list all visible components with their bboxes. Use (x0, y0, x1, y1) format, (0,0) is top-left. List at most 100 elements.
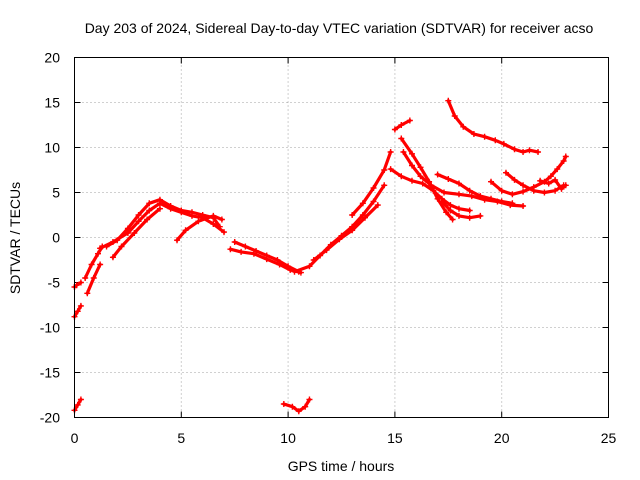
data-point (477, 212, 484, 219)
data-point (306, 396, 313, 403)
series-arc-14 (310, 202, 381, 263)
data-point (218, 216, 225, 223)
data-point (74, 308, 81, 315)
series-line (98, 201, 226, 250)
x-axis-label: GPS time / hours (288, 458, 395, 474)
data-point (349, 227, 356, 234)
data-point (541, 189, 548, 196)
series-arc-15 (349, 149, 394, 218)
data-point (182, 227, 189, 234)
data-point (146, 207, 153, 214)
data-point (520, 149, 527, 155)
series-arc-11 (227, 246, 304, 276)
data-point (445, 176, 452, 182)
series-arc-25 (537, 176, 569, 192)
data-point (131, 230, 138, 236)
data-point (174, 237, 181, 244)
data-point (498, 198, 505, 205)
data-point (135, 212, 142, 218)
series-arc-7 (103, 196, 223, 250)
data-point (554, 166, 561, 173)
data-point (492, 137, 499, 144)
data-point (306, 263, 313, 270)
data-point (558, 185, 565, 192)
data-point (302, 403, 309, 410)
data-point (417, 173, 424, 180)
data-point (511, 146, 518, 153)
data-point (135, 218, 142, 225)
series-arc-21 (438, 198, 484, 221)
data-point (398, 135, 405, 142)
data-point (94, 250, 101, 257)
data-point (398, 173, 405, 180)
data-point (287, 266, 294, 273)
x-tick-label: 0 (71, 430, 79, 446)
data-point (408, 150, 415, 157)
data-point (530, 187, 537, 194)
series-arc-1 (71, 396, 84, 414)
data-point (77, 279, 84, 286)
data-point (481, 133, 488, 140)
data-point (156, 196, 163, 203)
data-point (84, 290, 91, 297)
data-point (178, 207, 185, 214)
data-point (447, 207, 454, 214)
y-tick-label: -20 (40, 410, 60, 426)
series-arc-20 (434, 171, 516, 207)
data-point (263, 256, 270, 263)
data-point (466, 207, 473, 214)
data-point (391, 126, 398, 133)
data-point (398, 122, 405, 128)
data-point (488, 195, 495, 202)
series-arc-5 (84, 261, 104, 297)
data-point (199, 212, 206, 218)
series-line (489, 154, 568, 196)
data-point (545, 180, 552, 187)
data-point (227, 246, 234, 253)
series-arc-18 (400, 149, 527, 209)
series-arc-16 (387, 166, 473, 214)
y-tick-label: 10 (44, 140, 60, 156)
data-point (535, 149, 542, 155)
data-point (460, 123, 467, 130)
data-point (250, 250, 257, 257)
data-point (428, 182, 435, 189)
series-arc-2 (71, 302, 84, 320)
series-arc-9 (174, 212, 225, 244)
data-point (502, 169, 509, 176)
y-tick-label: 20 (44, 50, 60, 66)
series-arc-8 (109, 205, 163, 261)
data-point (498, 187, 505, 194)
x-tick-label: 10 (280, 430, 296, 446)
data-point (291, 268, 298, 275)
data-point (370, 185, 377, 191)
data-point (466, 187, 473, 194)
data-point (289, 403, 296, 410)
data-point (210, 212, 217, 219)
data-point (361, 214, 368, 221)
data-point (520, 182, 527, 189)
y-tick-label: -10 (40, 320, 60, 336)
data-point (455, 180, 462, 187)
series-line (312, 203, 380, 262)
data-point (124, 225, 131, 232)
y-tick-labels: -20 -15 -10 -5 0 5 10 15 20 (40, 50, 60, 426)
data-point (349, 212, 356, 218)
data-point (280, 401, 287, 407)
grid (74, 57, 609, 418)
data-point (441, 189, 448, 196)
data-point (114, 237, 121, 244)
data-point (242, 243, 249, 250)
y-tick-label: 0 (52, 230, 60, 246)
data-point (77, 396, 84, 403)
x-tick-label: 20 (494, 430, 510, 446)
data-point (88, 261, 95, 268)
data-point (419, 180, 426, 187)
data-point (374, 202, 381, 209)
data-point (221, 229, 228, 236)
data-point (97, 245, 104, 252)
data-point (90, 275, 97, 281)
data-point (381, 167, 388, 173)
series-layer (71, 97, 569, 415)
